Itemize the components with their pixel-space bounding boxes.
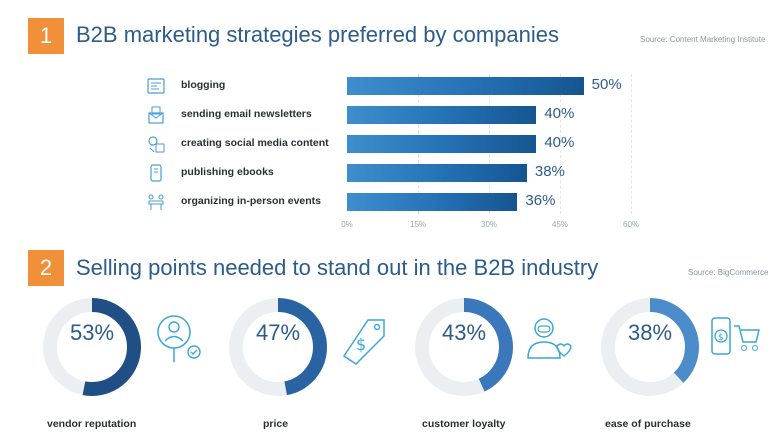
donut-ring	[415, 298, 513, 396]
event-icon	[146, 192, 166, 212]
bar-category-label: publishing ebooks	[181, 166, 274, 178]
donut-category-label: vendor reputation	[47, 418, 137, 430]
bar-value-label: 36%	[525, 192, 556, 209]
bar	[347, 106, 537, 124]
x-tick-label: 60%	[622, 220, 640, 229]
donut-category-label: ease of purchase	[605, 418, 691, 430]
x-tick-label: 0%	[341, 220, 353, 229]
section-2-source: Source: BigCommerce	[688, 268, 769, 277]
x-tick-label: 15%	[409, 220, 427, 229]
gridline	[631, 74, 632, 214]
donut-ring	[601, 298, 699, 396]
section-2-title: Selling points needed to stand out in th…	[76, 255, 599, 280]
bar	[347, 164, 527, 182]
gridline	[560, 74, 561, 214]
shopping-cart-icon: $	[706, 310, 762, 366]
bar	[347, 135, 537, 153]
price-tag-icon: $	[334, 310, 390, 366]
donut-ring	[229, 298, 327, 396]
bar-value-label: 50%	[591, 76, 622, 93]
bar-value-label: 38%	[534, 163, 565, 180]
bar	[347, 77, 584, 95]
newsletter-icon	[146, 105, 166, 125]
donut-value-label: 38%	[627, 320, 673, 345]
section-2-badge: 2	[28, 250, 64, 286]
donut-slice	[229, 298, 327, 396]
x-tick-label: 30%	[480, 220, 498, 229]
bar-value-label: 40%	[544, 134, 575, 151]
bar-category-label: organizing in-person events	[181, 195, 322, 207]
ebook-icon	[146, 163, 166, 183]
bar-category-label: blogging	[181, 79, 226, 91]
bar-value-label: 40%	[544, 105, 575, 122]
section-1-source: Source: Content Marketing Institute	[640, 35, 766, 44]
donut-slice	[415, 298, 513, 396]
bar-category-label: creating social media content	[181, 137, 329, 149]
social-media-icon	[146, 134, 166, 154]
donut-value-label: 53%	[69, 320, 115, 345]
donut-category-label: price	[263, 418, 289, 430]
bar	[347, 193, 518, 211]
donut-category-label: customer loyalty	[422, 418, 506, 430]
bar-category-label: sending email newsletters	[181, 108, 312, 120]
x-tick-label: 45%	[551, 220, 569, 229]
section-1-title: B2B marketing strategies preferred by co…	[76, 22, 560, 47]
donut-slice	[601, 298, 699, 396]
donut-value-label: 43%	[441, 320, 487, 345]
donut-slice	[43, 298, 141, 396]
section-1-badge: 1	[28, 18, 64, 54]
vendor-reputation-icon	[150, 310, 206, 366]
customer-loyalty-icon	[520, 310, 576, 366]
donut-value-label: 47%	[255, 320, 301, 345]
svg-text:$: $	[356, 335, 366, 354]
donut-ring	[43, 298, 141, 396]
svg-text:$: $	[718, 333, 724, 343]
blog-icon	[146, 76, 166, 96]
